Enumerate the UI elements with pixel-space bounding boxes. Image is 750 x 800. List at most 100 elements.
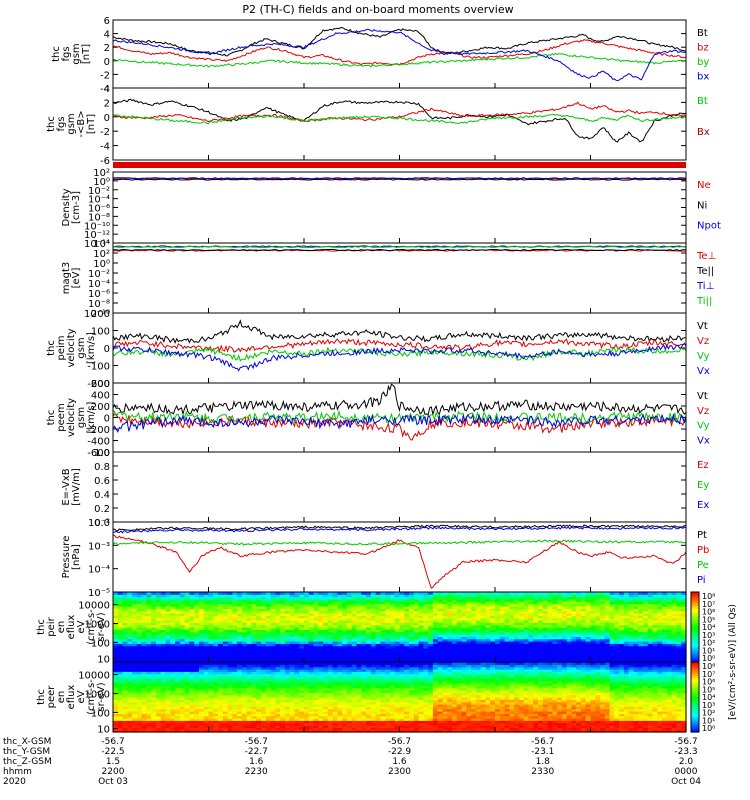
spectrogram-cell	[113, 729, 119, 733]
spectrogram-cell	[356, 641, 362, 644]
spectrogram-cell	[628, 608, 635, 612]
spectrogram-cell	[409, 638, 415, 642]
spectrogram-cell	[213, 608, 219, 612]
spectrogram-cell	[237, 729, 243, 733]
spectrogram-cell	[471, 655, 477, 658]
spectrogram-cell	[456, 596, 463, 600]
spectrogram-cell	[576, 608, 582, 612]
spectrogram-cell	[537, 627, 544, 630]
spectrogram-cell	[318, 655, 324, 658]
spectrogram-cell	[237, 620, 243, 623]
spectrogram-cell	[566, 645, 573, 649]
spectrogram-cell	[179, 592, 186, 595]
spectrogram-cell	[676, 620, 682, 623]
spectrogram-cell	[127, 701, 133, 705]
spectrogram-cell	[518, 638, 525, 642]
spectrogram-cell	[275, 650, 281, 654]
spectrogram-cell	[633, 648, 639, 651]
spectrogram-cell	[576, 659, 582, 663]
spectrogram-cell	[432, 629, 439, 633]
spectrogram-cell	[466, 650, 472, 654]
spectrogram-cell	[394, 613, 401, 616]
spectrogram-cell	[437, 603, 444, 607]
spectrogram-cell	[198, 599, 205, 602]
spectrogram-cell	[208, 727, 214, 731]
spectrogram-cell	[222, 592, 229, 595]
spectrogram-cell	[275, 666, 281, 670]
spectrogram-cell	[155, 634, 162, 637]
spectrogram-cell	[198, 655, 205, 658]
spectrogram-cell	[155, 694, 162, 698]
spectrogram-cell	[151, 613, 157, 616]
spectrogram-cell	[604, 617, 611, 621]
spectrogram-cell	[323, 613, 329, 616]
spectrogram-cell	[504, 638, 510, 642]
spectrogram-cell	[304, 610, 310, 614]
spectrogram-cell	[136, 620, 143, 623]
spectrogram-cell	[141, 725, 148, 728]
spectrogram-cell	[289, 610, 296, 614]
spectrogram-cell	[265, 725, 272, 728]
spectrogram-cell	[179, 678, 186, 682]
spectrogram-cell	[681, 599, 687, 602]
spectrogram-cell	[604, 641, 611, 644]
spectrogram-cell	[117, 624, 124, 628]
spectrogram-cell	[652, 645, 658, 649]
spectrogram-cell	[304, 608, 310, 612]
spectrogram-cell	[127, 673, 133, 677]
spectrogram-cell	[561, 599, 568, 602]
spectrogram-cell	[614, 643, 620, 647]
spectrogram-cell	[213, 697, 219, 700]
spectrogram-cell	[136, 701, 143, 705]
spectrogram-cell	[256, 676, 262, 679]
spectrogram-cell	[332, 594, 339, 598]
spectrogram-cell	[356, 608, 362, 612]
spectrogram-cell	[232, 727, 238, 731]
spectrogram-cell	[117, 711, 124, 714]
spectrogram-cell	[136, 659, 143, 663]
spectrogram-cell	[213, 669, 219, 672]
spectrogram-cell	[370, 596, 377, 600]
spectrogram-cell	[633, 624, 639, 628]
spectrogram-cell	[184, 634, 191, 637]
spectrogram-cell	[227, 664, 233, 668]
spectrogram-cell	[609, 613, 615, 616]
spectrogram-cell	[495, 594, 501, 598]
spectrogram-cell	[404, 627, 410, 630]
spectrogram-cell	[284, 631, 291, 635]
spectrogram-cell	[141, 697, 148, 700]
y-tick-label: 0.6	[94, 476, 110, 487]
spectrogram-cell	[389, 601, 396, 605]
spectrogram-cell	[595, 606, 601, 609]
spectrogram-cell	[265, 699, 272, 703]
spectrogram-cell	[256, 669, 262, 672]
spectrogram-cell	[547, 615, 553, 619]
spectrogram-cell	[471, 617, 477, 621]
spectrogram-cell	[604, 596, 611, 600]
spectrogram-cell	[208, 603, 214, 607]
spectrogram-cell	[313, 634, 319, 637]
spectrogram-cell	[198, 659, 205, 663]
spectrogram-cell	[251, 603, 257, 607]
spectrogram-cell	[227, 708, 233, 712]
spectrogram-cell	[170, 720, 176, 724]
spectrogram-cell	[480, 603, 487, 607]
spectrogram-cell	[633, 641, 639, 644]
spectrogram-cell	[251, 692, 257, 696]
spectrogram-cell	[662, 636, 668, 640]
spectrogram-cell	[399, 617, 405, 621]
y-tick-label: 1000	[85, 620, 110, 631]
spectrogram-cell	[218, 659, 224, 663]
spectrogram-cell	[518, 655, 525, 658]
spectrogram-cell	[122, 629, 128, 633]
spectrogram-cell	[241, 683, 248, 686]
spectrogram-cell	[342, 613, 348, 616]
spectrogram-cell	[514, 620, 520, 623]
spectrogram-cell	[117, 666, 124, 670]
spectrogram-cell	[203, 666, 210, 670]
spectrogram-cell	[557, 617, 563, 621]
spectrogram-cell	[518, 617, 525, 621]
spectrogram-cell	[461, 599, 467, 602]
spectrogram-cell	[241, 655, 248, 658]
spectrogram-cell	[452, 655, 458, 658]
